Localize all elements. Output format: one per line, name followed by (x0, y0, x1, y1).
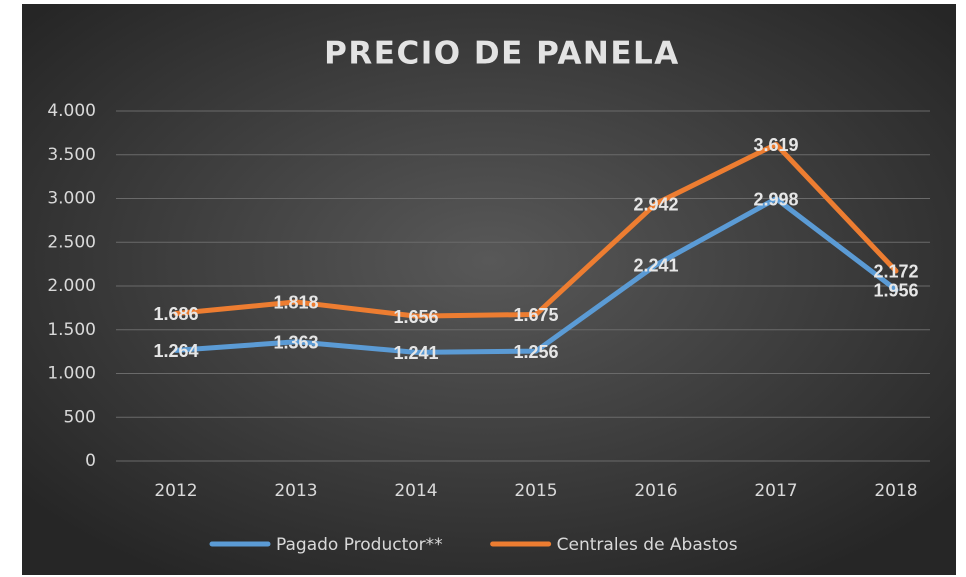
data-label: 1.264 (153, 341, 198, 361)
chart-background (22, 4, 956, 575)
data-label: 1.956 (873, 281, 918, 301)
y-tick-label: 1.000 (47, 364, 96, 384)
x-tick-label: 2015 (514, 481, 557, 501)
data-label: 2.942 (633, 194, 678, 214)
x-tick-label: 2016 (634, 481, 677, 501)
data-label: 1.818 (273, 293, 318, 313)
data-label: 1.686 (153, 304, 198, 324)
x-tick-label: 2018 (874, 481, 917, 501)
y-tick-label: 0 (85, 451, 96, 471)
data-label: 2.172 (873, 262, 918, 282)
data-label: 3.619 (753, 135, 798, 155)
series-line (173, 141, 899, 319)
x-tick-label: 2014 (394, 481, 437, 501)
y-tick-label: 2.000 (47, 276, 96, 296)
series-line (173, 196, 899, 355)
data-label: 1.656 (393, 307, 438, 327)
y-tick-label: 2.500 (47, 232, 96, 252)
data-label: 1.256 (513, 342, 558, 362)
legend-label: Centrales de Abastos (557, 535, 738, 555)
data-label: 2.998 (753, 189, 798, 209)
x-tick-label: 2013 (274, 481, 317, 501)
x-tick-label: 2012 (154, 481, 197, 501)
chart-title: PRECIO DE PANELA (324, 36, 680, 72)
x-tick-label: 2017 (754, 481, 797, 501)
y-tick-label: 4.000 (47, 101, 96, 121)
y-tick-label: 500 (64, 407, 96, 427)
data-label: 1.675 (513, 305, 558, 325)
data-label: 2.241 (633, 256, 678, 276)
y-tick-label: 1.500 (47, 320, 96, 340)
legend-label: Pagado Productor** (276, 535, 443, 555)
y-tick-label: 3.000 (47, 189, 96, 209)
data-label: 1.241 (393, 343, 438, 363)
data-label: 1.363 (273, 332, 318, 352)
y-tick-label: 3.500 (47, 145, 96, 165)
